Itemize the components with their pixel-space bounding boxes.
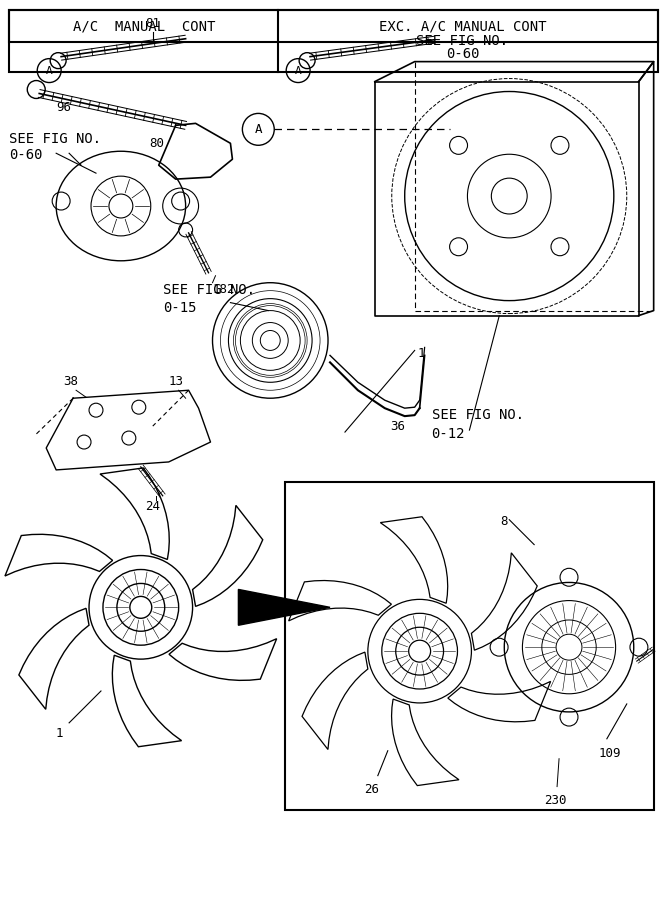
Bar bbox=[9, 10, 658, 41]
Text: 109: 109 bbox=[599, 747, 622, 760]
Text: 96: 96 bbox=[56, 102, 71, 114]
Text: 36: 36 bbox=[390, 420, 405, 433]
Text: A: A bbox=[46, 66, 53, 76]
Text: 0-12: 0-12 bbox=[432, 428, 465, 441]
Text: 24: 24 bbox=[145, 500, 160, 513]
Text: EXC. A/C MANUAL CONT: EXC. A/C MANUAL CONT bbox=[379, 20, 546, 34]
Text: 26: 26 bbox=[364, 783, 380, 796]
Text: 8: 8 bbox=[500, 515, 508, 527]
Text: 81: 81 bbox=[145, 17, 160, 30]
Text: 1: 1 bbox=[418, 347, 425, 360]
Text: 38: 38 bbox=[63, 375, 78, 388]
Text: 0-15: 0-15 bbox=[163, 301, 196, 315]
Text: 13: 13 bbox=[169, 375, 183, 388]
Text: A: A bbox=[295, 66, 301, 76]
Text: SEE FIG NO.: SEE FIG NO. bbox=[432, 409, 524, 422]
Text: SEE FIG NO.: SEE FIG NO. bbox=[163, 283, 255, 297]
Text: 182: 182 bbox=[213, 283, 235, 296]
Text: A: A bbox=[255, 122, 262, 136]
Bar bbox=[285, 482, 654, 811]
Text: 1: 1 bbox=[55, 727, 63, 740]
Text: SEE FIG NO.: SEE FIG NO. bbox=[9, 132, 101, 147]
Text: A/C  MANUAL  CONT: A/C MANUAL CONT bbox=[73, 20, 215, 34]
Polygon shape bbox=[238, 590, 330, 625]
Bar bbox=[9, 10, 658, 72]
Text: 0-60: 0-60 bbox=[446, 47, 479, 60]
Text: SEE FIG NO.: SEE FIG NO. bbox=[416, 33, 508, 48]
Text: 230: 230 bbox=[544, 794, 567, 806]
Text: 0-60: 0-60 bbox=[9, 148, 43, 162]
Text: 80: 80 bbox=[149, 138, 164, 150]
